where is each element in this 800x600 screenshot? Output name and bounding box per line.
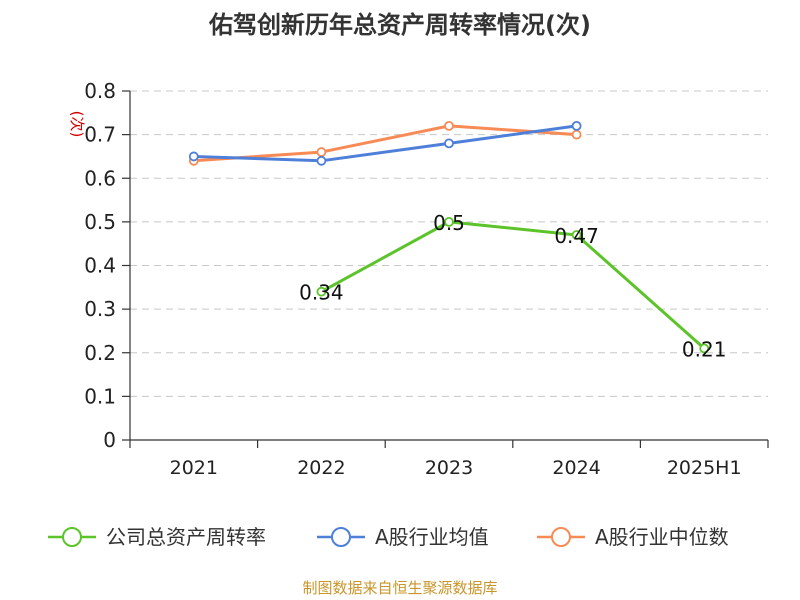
legend-label: A股行业均值 (375, 525, 489, 549)
y-tick-label: 0.4 (84, 254, 116, 278)
series-point-0 (444, 216, 454, 227)
series-point-1 (316, 155, 327, 166)
data-label: 0.5 (433, 211, 465, 235)
legend-marker-0 (62, 527, 82, 547)
y-tick-label: 0.1 (84, 384, 116, 408)
data-label: 0.21 (682, 337, 727, 361)
series-line-1 (193, 124, 577, 163)
y-tick-label: 0.8 (84, 79, 116, 103)
series-point-1 (444, 138, 454, 149)
series-line-2 (193, 124, 577, 163)
series-lines (188, 121, 710, 354)
source-note: 制图数据来自恒生聚源数据库 (302, 579, 497, 597)
series-point-2 (316, 147, 327, 157)
legend-label: A股行业中位数 (595, 525, 729, 549)
series-point-1 (188, 151, 199, 162)
legend: 公司总资产周转率 A股行业均值 A股行业中位数 (48, 525, 729, 549)
axes: 0 0.1 0.2 0.3 0.4 0.5 0.6 0.7 0.8 2021 2022 2023 202… (84, 79, 769, 479)
y-tick-label: 0.6 (84, 166, 116, 190)
series-point-1 (571, 121, 582, 131)
legend-label: 公司总资产周转率 (106, 525, 266, 549)
series-point-2 (571, 129, 582, 140)
x-tick-label: 2021 (170, 457, 218, 479)
y-tick-label: 0.3 (84, 297, 116, 321)
data-labels: 0.34 0.5 0.47 0.21 (299, 211, 726, 362)
legend-marker-1 (331, 527, 351, 547)
series-point-0 (571, 230, 582, 240)
y-tick-label: 0.7 (84, 123, 116, 147)
x-tick-label: 2022 (297, 457, 345, 479)
y-tick-label: 0.5 (84, 210, 116, 234)
x-tick-label: 2025H1 (667, 457, 742, 479)
series-line-0 (320, 220, 706, 350)
y-tick-label: 0 (103, 428, 116, 452)
data-label: 0.47 (554, 224, 599, 248)
series-point-0 (316, 286, 327, 297)
chart-title: 佑驾创新历年总资产周转率情况(次) (208, 11, 591, 39)
data-label: 0.34 (299, 281, 344, 305)
y-tick-label: 0.2 (84, 341, 116, 365)
legend-marker-2 (551, 527, 571, 547)
series-point-0 (699, 343, 710, 354)
x-tick-label: 2023 (425, 457, 473, 479)
series-point-2 (444, 121, 454, 131)
x-tick-label: 2024 (552, 457, 600, 479)
gridlines (130, 90, 768, 397)
y-axis-unit-label: (次) (68, 111, 86, 138)
